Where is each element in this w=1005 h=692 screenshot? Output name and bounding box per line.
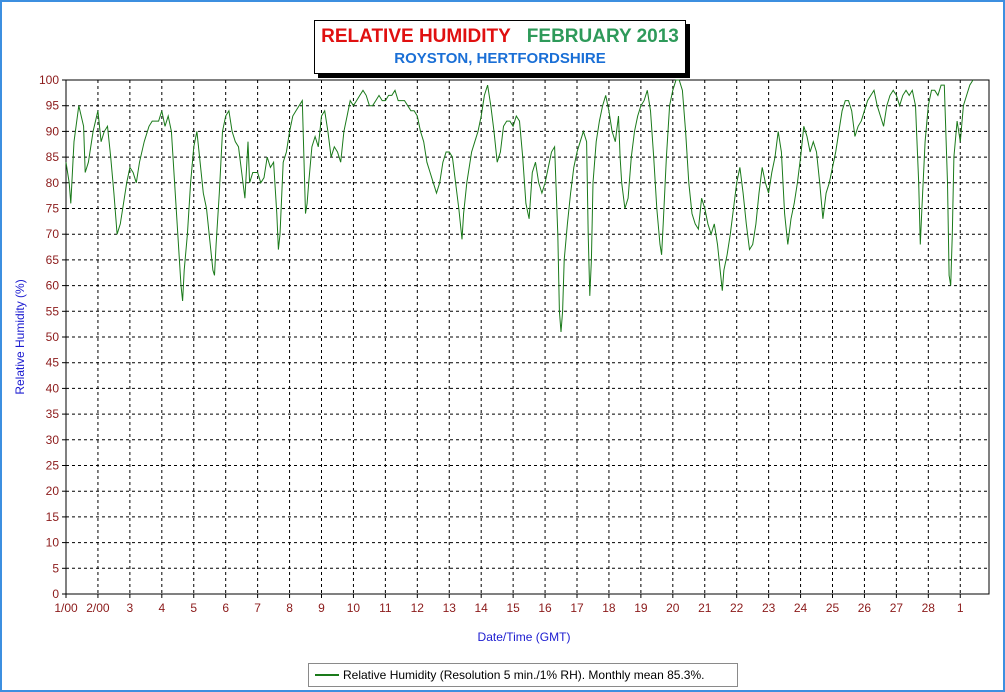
title-box: RELATIVE HUMIDITY FEBRUARY 2013 ROYSTON, …	[314, 20, 686, 74]
x-tick-label: 3	[127, 601, 134, 615]
y-tick-label: 60	[46, 279, 60, 293]
grid-lines	[66, 80, 989, 594]
x-tick-label: 9	[318, 601, 325, 615]
y-tick-label: 55	[46, 304, 60, 318]
y-tick-label: 20	[46, 484, 60, 498]
x-tick-label: 8	[286, 601, 293, 615]
y-tick-label: 70	[46, 227, 60, 241]
x-tick-label: 15	[506, 601, 520, 615]
x-tick-label: 28	[922, 601, 936, 615]
x-tick-label: 21	[698, 601, 712, 615]
x-tick-label: 5	[190, 601, 197, 615]
y-tick-label: 25	[46, 459, 60, 473]
x-tick-label: 13	[443, 601, 457, 615]
x-tick-label: 22	[730, 601, 744, 615]
x-tick-label: 19	[634, 601, 648, 615]
x-tick-label: 16	[538, 601, 552, 615]
y-tick-label: 75	[46, 202, 60, 216]
x-tick-label: 11	[379, 601, 392, 615]
y-axis-title: Relative Humidity (%)	[13, 279, 27, 394]
legend-swatch	[315, 674, 339, 676]
x-axis-title: Date/Time (GMT)	[478, 630, 571, 644]
chart-location: ROYSTON, HERTFORDSHIRE	[394, 50, 606, 67]
y-tick-label: 85	[46, 150, 60, 164]
y-tick-label: 45	[46, 356, 60, 370]
x-tick-label: 24	[794, 601, 808, 615]
x-tick-label: 25	[826, 601, 840, 615]
x-tick-label: 27	[890, 601, 904, 615]
x-tick-label: 12	[411, 601, 425, 615]
y-tick-label: 100	[39, 73, 59, 87]
x-tick-label: 10	[347, 601, 361, 615]
y-tick-label: 5	[52, 561, 59, 575]
x-axis-ticks: 1/00 2/00 3 4 5 6 7 8 9 10 11 12 13 14 15 16 17 18 19 20 21 2…	[54, 594, 964, 615]
x-tick-label: 23	[762, 601, 776, 615]
y-tick-label: 15	[46, 510, 60, 524]
x-tick-label: 1	[957, 601, 964, 615]
legend: Relative Humidity (Resolution 5 min./1% …	[308, 663, 738, 687]
chart-month: FEBRUARY 2013	[526, 26, 679, 47]
y-tick-label: 0	[52, 587, 59, 601]
x-tick-label: 1/00	[54, 601, 78, 615]
humidity-series-line	[65, 79, 974, 332]
x-tick-label: 6	[222, 601, 229, 615]
y-tick-label: 40	[46, 381, 60, 395]
y-tick-label: 90	[46, 124, 60, 138]
y-tick-label: 10	[46, 536, 60, 550]
legend-label: Relative Humidity (Resolution 5 min./1% …	[343, 668, 705, 682]
x-tick-label: 18	[602, 601, 616, 615]
y-axis-ticks: 0 5 10 15 20 25 30 35 40 45 50 55 60 65 70 75 80 85 90 95 10…	[39, 73, 66, 601]
x-tick-label: 2/00	[86, 601, 110, 615]
x-tick-label: 17	[570, 601, 584, 615]
x-tick-label: 20	[666, 601, 680, 615]
y-tick-label: 35	[46, 407, 60, 421]
y-tick-label: 65	[46, 253, 60, 267]
x-tick-label: 7	[254, 601, 261, 615]
y-tick-label: 50	[46, 330, 60, 344]
y-tick-label: 80	[46, 176, 60, 190]
y-tick-label: 30	[46, 433, 60, 447]
chart-title: RELATIVE HUMIDITY	[321, 26, 511, 47]
title-line: RELATIVE HUMIDITY FEBRUARY 2013	[315, 26, 685, 48]
x-tick-label: 14	[475, 601, 489, 615]
x-tick-label: 26	[858, 601, 872, 615]
x-tick-label: 4	[158, 601, 165, 615]
y-tick-label: 95	[46, 99, 60, 113]
